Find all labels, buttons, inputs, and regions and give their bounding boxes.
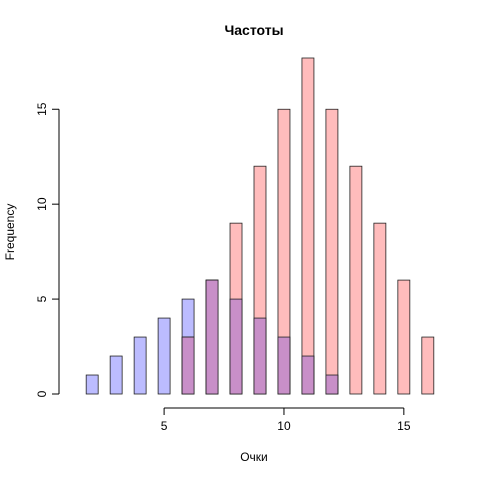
bar-series2-x15: [397, 279, 411, 395]
bar-overlap-x7: [205, 279, 219, 395]
bar-overlap-x12: [325, 374, 339, 395]
bar-overlap-x8: [229, 298, 243, 395]
chart-title: Частоты: [224, 22, 283, 38]
x-axis: 5 10 15: [161, 407, 411, 433]
y-tick-label-5: 5: [35, 295, 49, 302]
x-tick-label-10: 10: [277, 419, 291, 433]
y-axis: 0 5 10 15: [35, 102, 60, 397]
bar-series2-x14: [373, 222, 387, 395]
bar-series2-x11: [301, 57, 315, 395]
y-tick-label-15: 15: [35, 102, 49, 116]
bar-overlap-x9: [253, 317, 267, 395]
y-tick-label-0: 0: [35, 390, 49, 397]
bar-series2-x16: [421, 336, 435, 395]
bar-overlap-x11: [301, 355, 315, 395]
overlap-layer: [181, 279, 339, 395]
y-axis-label: Frequency: [3, 204, 17, 261]
bar-series2-x12: [325, 108, 339, 395]
bar-overlap-x6: [181, 336, 195, 395]
bar-series1-x2: [85, 374, 99, 395]
x-axis-label: Очки: [240, 450, 268, 464]
bar-series1-x3: [109, 355, 123, 395]
bar-series2-x13: [349, 165, 363, 395]
bar-series1-x4: [133, 336, 147, 395]
bar-series1-x5: [157, 317, 171, 395]
x-tick-label-5: 5: [161, 419, 168, 433]
x-tick-label-15: 15: [397, 419, 411, 433]
y-tick-label-10: 10: [35, 197, 49, 211]
bar-overlap-x10: [277, 336, 291, 395]
